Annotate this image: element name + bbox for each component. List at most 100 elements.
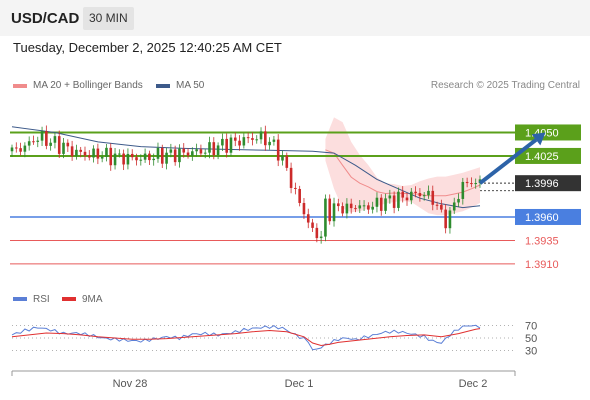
rsi-tick-70: 70 bbox=[525, 321, 537, 333]
candle-body bbox=[100, 156, 104, 159]
rsi-ma-legend-label: 9MA bbox=[82, 294, 103, 305]
candle-body bbox=[448, 210, 452, 229]
candle-body bbox=[294, 187, 297, 189]
legend-ma20: MA 20 + Bollinger Bands bbox=[13, 80, 143, 91]
candle-body bbox=[79, 149, 82, 152]
rsi-legend-swatch bbox=[13, 297, 27, 301]
candle-body bbox=[87, 155, 91, 158]
candle-body bbox=[470, 183, 473, 185]
projection-arrow-head bbox=[531, 132, 546, 146]
candle-body bbox=[178, 148, 181, 163]
candle-body bbox=[465, 181, 469, 184]
candle-body bbox=[367, 205, 370, 210]
candle-body bbox=[109, 147, 113, 166]
candle-body bbox=[14, 147, 18, 149]
candle-body bbox=[375, 197, 379, 207]
candle-body bbox=[354, 208, 357, 210]
candle-body bbox=[169, 149, 173, 153]
candle-body bbox=[379, 197, 383, 211]
candle-body bbox=[173, 149, 177, 163]
candle-body bbox=[40, 131, 44, 141]
candle-body bbox=[435, 204, 439, 206]
rsi-tick-30: 30 bbox=[525, 346, 537, 358]
candle-body bbox=[427, 190, 430, 196]
candle-body bbox=[251, 138, 254, 140]
candle-body bbox=[431, 190, 435, 205]
candle-body bbox=[199, 149, 203, 154]
candle-body bbox=[281, 155, 284, 161]
candle-body bbox=[264, 131, 267, 146]
level-label-1: 1.4025 bbox=[525, 151, 559, 163]
candle-body bbox=[349, 203, 353, 209]
candle-body bbox=[92, 148, 95, 158]
legend-ma20-label: MA 20 + Bollinger Bands bbox=[33, 80, 143, 91]
rsi-series-1 bbox=[11, 328, 481, 347]
candle-body bbox=[160, 147, 164, 164]
candle-body bbox=[10, 147, 14, 152]
candle-body bbox=[457, 198, 460, 203]
candle-body bbox=[474, 183, 478, 185]
candle-body bbox=[233, 137, 237, 141]
ma50-swatch bbox=[156, 83, 170, 88]
level-label-3: 1.3935 bbox=[525, 235, 559, 247]
ma20-swatch bbox=[13, 83, 27, 88]
candle-body bbox=[371, 206, 374, 210]
candle-body bbox=[324, 198, 327, 237]
current-price-label: 1.3996 bbox=[525, 178, 559, 190]
candle-body bbox=[461, 181, 465, 199]
candle-body bbox=[130, 153, 134, 158]
candle-body bbox=[272, 139, 276, 142]
rsi-legend: RSI 9MA bbox=[13, 294, 103, 305]
candle-body bbox=[186, 152, 190, 156]
candle-body bbox=[405, 197, 409, 201]
candle-body bbox=[57, 136, 61, 154]
candle-body bbox=[311, 222, 314, 228]
candle-body bbox=[255, 139, 259, 141]
level-box-2 bbox=[515, 208, 581, 225]
level-box-0 bbox=[515, 124, 581, 141]
candle-body bbox=[19, 148, 22, 152]
candle-body bbox=[418, 192, 422, 197]
candle-body bbox=[66, 142, 70, 147]
candle-body bbox=[422, 195, 426, 197]
timestamp: Tuesday, December 2, 2025 12:40:25 AM CE… bbox=[13, 40, 282, 55]
projection-arrow-shaft bbox=[478, 138, 538, 185]
timeframe-badge[interactable]: 30 MIN bbox=[83, 7, 134, 30]
candle-body bbox=[152, 158, 155, 161]
candle-body bbox=[358, 205, 362, 209]
candle-body bbox=[156, 147, 160, 159]
candle-body bbox=[268, 141, 271, 146]
rsi-series-0 bbox=[11, 324, 481, 351]
candle-body bbox=[126, 153, 130, 165]
level-label-2: 1.3960 bbox=[525, 212, 559, 224]
candle-body bbox=[414, 191, 417, 193]
candle-body bbox=[444, 209, 447, 229]
candle-body bbox=[62, 142, 65, 154]
current-price-box bbox=[515, 175, 581, 192]
candle-body bbox=[113, 153, 117, 166]
candle-body bbox=[276, 139, 280, 161]
ma50-line bbox=[11, 126, 481, 209]
candle-body bbox=[122, 153, 125, 165]
candle-body bbox=[319, 236, 323, 239]
copyright: Research © 2025 Trading Central bbox=[430, 80, 580, 91]
symbol-title: USD/CAD bbox=[11, 10, 80, 27]
rsi-legend-label: RSI bbox=[33, 294, 50, 305]
candle-body bbox=[212, 142, 216, 156]
candle-body bbox=[36, 140, 40, 142]
candle-body bbox=[53, 136, 57, 143]
candle-body bbox=[195, 149, 198, 152]
candle-body bbox=[221, 138, 224, 146]
header-bar: USD/CAD 30 MIN bbox=[0, 0, 590, 36]
rsi-tick-50: 50 bbox=[525, 333, 537, 345]
candle-body bbox=[388, 195, 392, 199]
candle-body bbox=[27, 141, 31, 146]
candle-body bbox=[208, 142, 211, 153]
candle-body bbox=[139, 159, 143, 161]
candle-body bbox=[315, 227, 319, 239]
x-tick-label-1: Dec 1 bbox=[285, 378, 314, 390]
candle-body bbox=[105, 147, 108, 157]
candle-body bbox=[96, 148, 100, 159]
candle-body bbox=[337, 203, 340, 207]
candle-body bbox=[182, 148, 186, 153]
